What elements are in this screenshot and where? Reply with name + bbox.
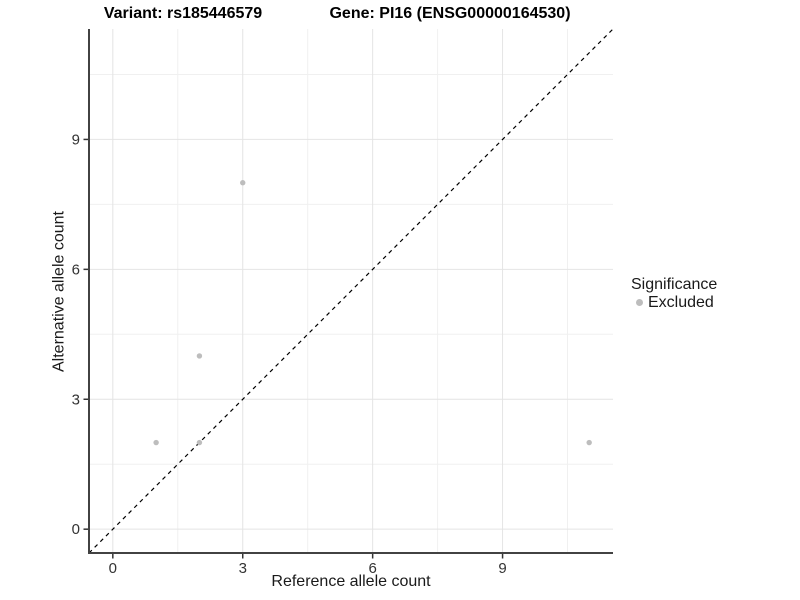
gene-title: Gene: PI16 (ENSG00000164530) — [329, 5, 571, 22]
y-tick-label: 0 — [72, 521, 80, 538]
legend: Significance Excluded — [631, 276, 717, 311]
legend-item-label: Excluded — [648, 294, 714, 311]
variant-title: Variant: rs185446579 — [103, 5, 263, 22]
legend-title: Significance — [631, 276, 718, 293]
x-tick-label: 6 — [368, 560, 376, 577]
data-point — [153, 439, 159, 446]
y-tick-label: 3 — [72, 391, 80, 408]
y-axis-title: Alternative allele count — [50, 211, 68, 372]
y-tick-label: 9 — [72, 131, 80, 148]
data-point — [196, 439, 203, 446]
x-tick-label: 3 — [239, 560, 247, 577]
data-point — [240, 180, 246, 186]
x-tick-label: 9 — [498, 560, 506, 577]
legend-item-excluded: Excluded — [631, 294, 717, 311]
x-axis-title: Reference allele count — [271, 573, 431, 590]
excluded-point-icon — [636, 299, 643, 306]
x-tick-label: 0 — [109, 560, 117, 577]
identity-line — [88, 28, 614, 554]
data-point — [196, 353, 203, 359]
data-point — [586, 439, 592, 446]
y-tick-label: 6 — [72, 261, 80, 278]
